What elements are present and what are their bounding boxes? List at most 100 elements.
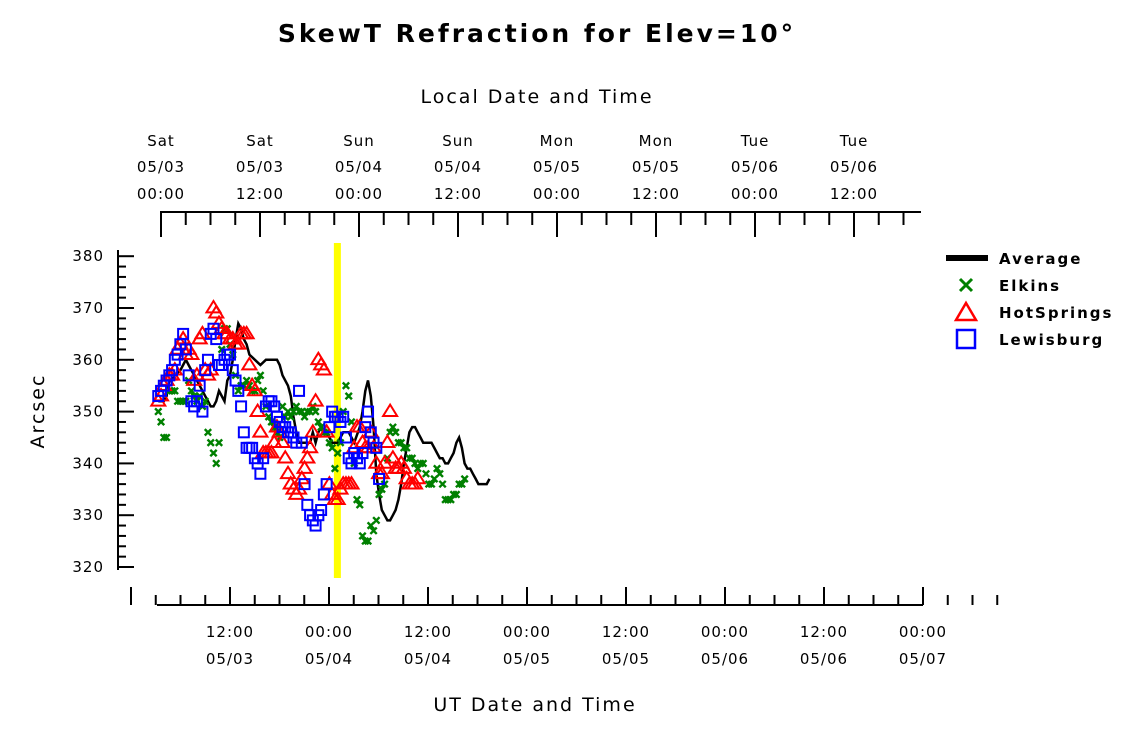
bottom-tick-date: 05/04 xyxy=(305,650,353,668)
legend-line-swatch xyxy=(946,255,988,261)
bottom-tick-date: 05/06 xyxy=(800,650,848,668)
elkins-point xyxy=(421,469,431,478)
elkins-point xyxy=(264,412,273,421)
hotsprings-point xyxy=(276,449,295,464)
hotsprings-point xyxy=(328,490,347,505)
legend-triangle-swatch xyxy=(953,300,979,322)
elkins-point xyxy=(330,464,339,473)
elkins-point xyxy=(311,407,320,416)
y-tick-label: 350 xyxy=(72,403,104,421)
lewisburg-point xyxy=(196,405,209,418)
elkins-point xyxy=(397,438,406,447)
bottom-tick-date: 05/07 xyxy=(899,650,947,668)
elkins-point xyxy=(366,521,375,530)
elkins-point xyxy=(352,495,362,504)
lewisburg-point xyxy=(254,467,267,480)
top-tick-time: 00:00 xyxy=(137,185,185,203)
elkins-point xyxy=(358,531,367,540)
top-tick-day: Sun xyxy=(442,132,474,150)
hotsprings-point xyxy=(408,470,427,485)
elkins-point xyxy=(430,474,439,483)
legend-label: HotSprings xyxy=(999,304,1113,322)
elkins-point xyxy=(435,469,444,478)
bottom-tick-time: 00:00 xyxy=(701,623,749,641)
hotsprings-point xyxy=(174,330,192,345)
hotsprings-point xyxy=(306,392,325,407)
elkins-point xyxy=(355,500,364,509)
hotsprings-point xyxy=(315,361,333,376)
elkins-point xyxy=(328,443,337,452)
bottom-tick-time: 00:00 xyxy=(899,623,947,641)
lewisburg-point xyxy=(315,504,328,517)
legend-label: Lewisburg xyxy=(999,331,1104,349)
hotsprings-point xyxy=(240,356,259,371)
top-tick-day: Mon xyxy=(639,132,674,150)
bottom-tick-date: 05/05 xyxy=(503,650,551,668)
hotsprings-point xyxy=(237,324,256,340)
elkins-point xyxy=(457,480,466,489)
top-tick-date: 05/05 xyxy=(632,158,680,176)
top-tick-day: Mon xyxy=(540,132,575,150)
lewisburg-point xyxy=(177,327,190,340)
top-tick-time: 12:00 xyxy=(632,185,680,203)
top-tick-day: Sun xyxy=(343,132,375,150)
elkins-point xyxy=(292,402,301,411)
y-tick-label: 380 xyxy=(72,247,104,265)
elkins-point xyxy=(325,438,334,447)
elkins-point xyxy=(446,495,455,504)
elkins-point xyxy=(286,412,295,421)
legend-x-swatch xyxy=(958,277,974,293)
average-line xyxy=(158,319,491,522)
lewisburg-point xyxy=(356,447,369,460)
elkins-point xyxy=(278,402,287,411)
hotsprings-point xyxy=(373,464,391,480)
top-tick-date: 05/06 xyxy=(731,158,779,176)
top-tick-time: 12:00 xyxy=(236,185,284,203)
series-elkins xyxy=(154,324,469,546)
hotsprings-point xyxy=(265,433,283,449)
hotsprings-point xyxy=(207,304,226,319)
top-tick-time: 00:00 xyxy=(335,185,383,203)
y-tick-label: 320 xyxy=(72,558,104,576)
bottom-tick-date: 05/06 xyxy=(701,650,749,668)
bottom-tick-date: 05/04 xyxy=(404,650,452,668)
x-axis-title: UT Date and Time xyxy=(433,694,636,716)
elkins-point xyxy=(427,480,436,489)
lewisburg-point xyxy=(370,441,383,454)
y-tick-label: 370 xyxy=(72,299,104,317)
legend-label: Average xyxy=(999,250,1082,268)
elkins-point xyxy=(314,417,323,427)
hotsprings-point xyxy=(248,402,267,417)
lewisburg-point xyxy=(179,343,192,356)
hotsprings-point xyxy=(381,402,399,417)
top-tick-time: 00:00 xyxy=(731,185,779,203)
y-tick-label: 360 xyxy=(72,351,104,369)
elkins-point xyxy=(391,428,400,437)
elkins-point xyxy=(300,412,309,421)
lewisburg-point xyxy=(337,410,350,423)
y-axis-title: Arcsec xyxy=(27,374,49,449)
top-tick-day: Tue xyxy=(839,132,869,150)
lewisburg-point xyxy=(257,452,270,465)
hotsprings-point xyxy=(395,459,413,474)
lewisburg-point xyxy=(362,405,375,418)
hotsprings-point xyxy=(273,433,292,449)
elkins-point xyxy=(344,392,353,401)
top-axis-title: Local Date and Time xyxy=(420,86,653,108)
hotsprings-point xyxy=(317,423,336,438)
top-tick-day: Sat xyxy=(246,132,274,150)
elkins-point xyxy=(375,490,384,499)
hotsprings-point xyxy=(293,470,311,485)
lewisburg-point xyxy=(235,400,248,413)
elkins-point xyxy=(203,428,213,437)
elkins-point xyxy=(369,526,378,535)
bottom-tick-time: 00:00 xyxy=(305,623,353,641)
y-tick-label: 330 xyxy=(72,506,104,524)
elkins-point xyxy=(154,407,163,416)
elkins-point xyxy=(156,417,166,427)
lewisburg-point xyxy=(232,384,245,397)
elkins-point xyxy=(170,386,179,395)
elkins-point xyxy=(333,448,342,458)
lewisburg-point xyxy=(339,431,352,444)
